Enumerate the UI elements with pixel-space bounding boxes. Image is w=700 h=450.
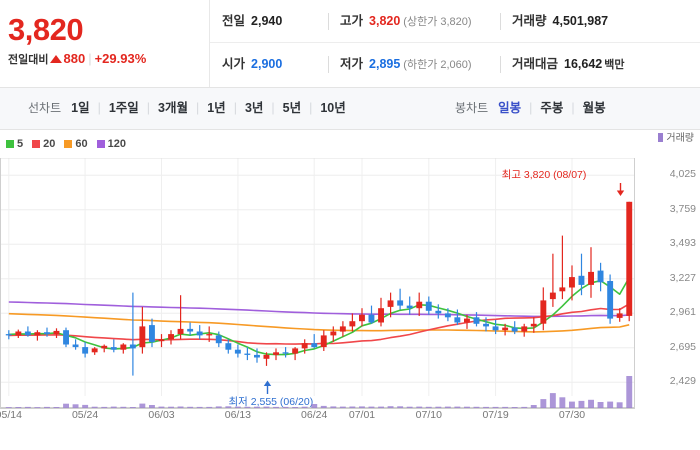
volume-swatch-icon (658, 133, 664, 142)
x-tick-label: 06/13 (224, 409, 252, 421)
candle-period-일봉[interactable]: 일봉 (498, 101, 522, 115)
x-axis-labels: 05/14 05/24 06/03 06/13 06/24 07/01 07/10 07/19… (0, 409, 700, 429)
separator: | (233, 101, 237, 115)
y-tick-label: 3,493 (669, 237, 696, 250)
period-1일[interactable]: 1일 (71, 101, 90, 115)
candle-period-selector: 봉차트 일봉 | 주봉 | 월봉 (455, 88, 607, 129)
stat-trade-value: 거래대금 16,642 백만 (512, 57, 625, 71)
stat-low: 저가 2,895 (하한가 2,060) (340, 57, 472, 71)
ma-swatch-icon (96, 140, 105, 148)
period-5년[interactable]: 5년 (282, 101, 302, 115)
ma-swatch-icon (6, 140, 14, 148)
separator: | (571, 101, 575, 115)
change-value: 880 (63, 51, 86, 66)
stock-chart: 5 20 60 120 4,025 3,759 3,493 3,227 2,961 2,695 2… (0, 131, 700, 450)
divider (500, 13, 501, 30)
ma-legend-60: 60 (64, 137, 88, 151)
period-1년[interactable]: 1년 (207, 101, 226, 115)
price-change-row: 전일대비 880 | +29.93% (8, 51, 147, 66)
line-chart-label: 선차트 (28, 101, 62, 115)
stat-prev-close: 전일 2,940 (222, 14, 283, 28)
x-tick-label: 07/30 (558, 409, 586, 421)
x-tick-label: 05/24 (71, 409, 99, 421)
quote-stats: 전일 2,940 고가 3,820 (상한가 3,820) 거래량 4,501,987 … (210, 0, 700, 87)
chart-toolbar: 선차트 1일 | 1주일 | 3개월 | 1년 | 3년 | 5년 | 10년 봉차트 일봉 | 주봉 | 월봉 (0, 88, 700, 130)
price-plot[interactable] (0, 158, 700, 396)
price-summary: 3,820 전일대비 880 | +29.93% (0, 0, 210, 87)
period-10년[interactable]: 10년 (320, 101, 346, 115)
stat-high: 고가 3,820 (상한가 3,820) (340, 14, 472, 28)
y-tick-label: 2,961 (669, 306, 696, 319)
high-arrow-icon (616, 182, 624, 196)
y-tick-label: 3,759 (669, 202, 696, 215)
divider (500, 56, 501, 73)
ma-legend-120: 120 (96, 137, 126, 151)
ma-legend-5: 5 (6, 137, 23, 151)
x-tick-label: 07/01 (348, 409, 376, 421)
period-1주일[interactable]: 1주일 (108, 101, 139, 115)
separator: | (529, 101, 533, 115)
period-3년[interactable]: 3년 (244, 101, 264, 115)
up-triangle-icon (50, 55, 63, 63)
change-label: 전일대비 (8, 54, 49, 66)
stat-volume: 거래량 4,501,987 (512, 14, 609, 28)
divider (328, 56, 329, 73)
x-tick-label: 05/14 (0, 409, 22, 421)
candle-chart-label: 봉차트 (455, 101, 489, 115)
low-annotation: 최저 2,555 (06/20) (228, 395, 314, 408)
divider (328, 13, 329, 30)
change-percent: +29.93% (94, 51, 147, 66)
separator: | (195, 101, 200, 115)
x-tick-label: 07/19 (482, 409, 509, 421)
volume-plot[interactable] (0, 374, 700, 409)
current-price: 3,820 (8, 12, 84, 47)
separator: | (146, 101, 151, 115)
volume-legend: 거래량 (658, 133, 694, 144)
period-3개월[interactable]: 3개월 (158, 101, 188, 115)
stat-open: 시가 2,900 (222, 57, 283, 71)
separator: | (271, 101, 275, 115)
y-tick-label: 2,695 (669, 340, 696, 353)
quote-header: 3,820 전일대비 880 | +29.93% 전일 2,940 고가 3,820 (상한… (0, 0, 700, 88)
y-tick-label: 4,025 (669, 168, 696, 181)
y-tick-label: 2,429 (669, 375, 696, 388)
separator: | (97, 101, 101, 115)
volume-legend-label: 거래량 (666, 133, 694, 144)
x-tick-label: 06/03 (148, 409, 175, 421)
y-tick-label: 3,227 (669, 271, 696, 284)
low-arrow-icon (263, 380, 271, 394)
x-tick-label: 06/24 (301, 409, 328, 421)
candle-period-주봉[interactable]: 주봉 (540, 101, 564, 115)
separator: | (309, 101, 313, 115)
x-tick-label: 07/10 (415, 409, 442, 421)
high-annotation: 최고 3,820 (08/07) (501, 168, 587, 181)
ma-legend-20: 20 (32, 137, 55, 151)
candle-period-월봉[interactable]: 월봉 (582, 101, 606, 115)
ma-swatch-icon (32, 140, 41, 148)
ma-legend: 5 20 60 120 (6, 137, 135, 151)
period-selector: 선차트 1일 | 1주일 | 3개월 | 1년 | 3년 | 5년 | 10년 (28, 88, 347, 129)
ma-swatch-icon (64, 140, 73, 148)
quote-stats-row-1 (210, 0, 700, 43)
